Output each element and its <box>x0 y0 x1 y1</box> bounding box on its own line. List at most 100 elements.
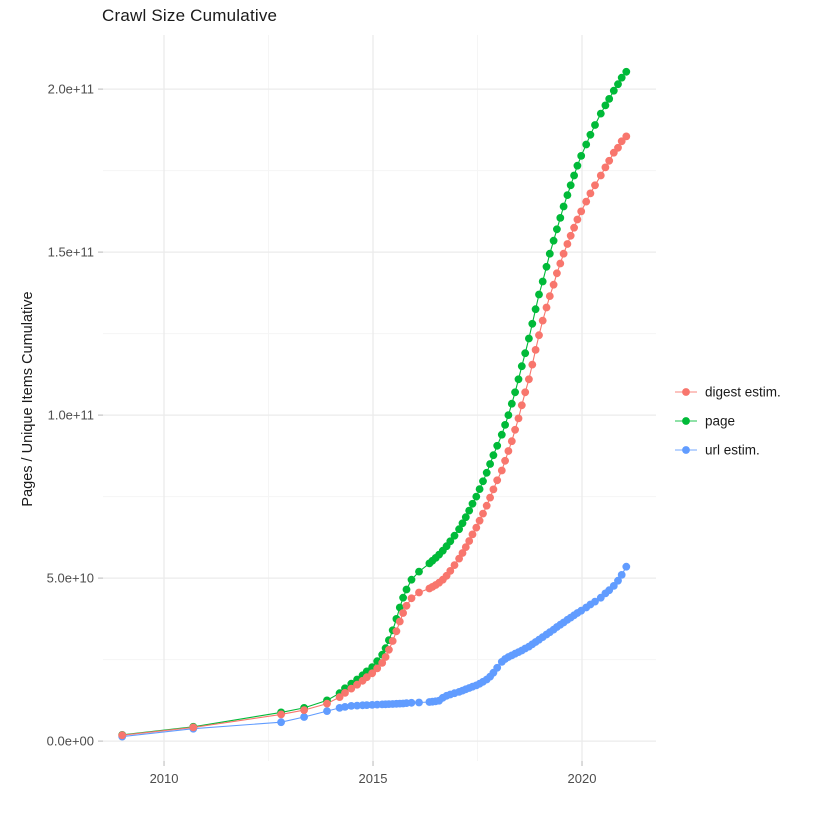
data-point-page <box>525 334 533 343</box>
data-point-page <box>622 67 631 76</box>
y-tick-label: 0.0e+00 <box>47 734 94 749</box>
data-point-digest-estim- <box>472 523 481 532</box>
data-point-digest-estim- <box>596 171 605 180</box>
data-point-digest-estim- <box>479 509 487 518</box>
data-point-digest-estim- <box>486 493 494 502</box>
data-point-digest-estim- <box>504 447 513 455</box>
data-point-digest-estim- <box>556 259 565 268</box>
data-point-digest-estim- <box>118 731 127 740</box>
data-point-digest-estim- <box>507 437 516 446</box>
data-point-page <box>556 214 565 222</box>
data-point-digest-estim- <box>392 627 401 636</box>
data-point-digest-estim- <box>493 476 502 485</box>
data-point-digest-estim- <box>549 280 558 289</box>
data-point-digest-estim- <box>538 316 547 325</box>
data-point-digest-estim- <box>468 530 477 539</box>
data-point-url-estim- <box>341 703 349 711</box>
data-point-digest-estim- <box>335 693 344 701</box>
data-point-page <box>486 460 494 468</box>
legend-key-point <box>682 388 690 396</box>
data-point-digest-estim- <box>395 617 404 626</box>
y-tick-label: 2.0e+11 <box>48 82 94 97</box>
data-point-page <box>582 140 591 149</box>
data-point-page <box>605 95 614 103</box>
data-point-page <box>468 499 477 508</box>
y-axis-tick-labels: 0.0e+00 5.0e+10 1.0e+11 1.5e+11 2.0e+11 <box>47 82 94 749</box>
data-point-digest-estim- <box>586 189 595 198</box>
data-point-page <box>493 441 502 450</box>
data-point-page <box>559 202 568 211</box>
data-point-digest-estim- <box>277 710 285 719</box>
data-point-url-estim- <box>614 576 622 585</box>
data-point-digest-estim- <box>385 645 393 654</box>
data-point-digest-estim- <box>601 163 610 172</box>
data-point-page <box>614 80 622 89</box>
data-point-digest-estim- <box>514 414 523 423</box>
chart-title: Crawl Size Cumulative <box>102 6 278 25</box>
data-point-digest-estim- <box>378 659 387 667</box>
series-line-url-estim- <box>122 566 627 738</box>
data-point-digest-estim- <box>347 684 356 693</box>
data-point-digest-estim- <box>461 543 470 551</box>
legend-key-point <box>682 417 690 425</box>
y-axis-title: Pages / Unique Items Cumulative <box>20 291 36 507</box>
data-point-digest-estim- <box>300 706 308 714</box>
axis-tick-marks <box>98 88 583 766</box>
series-points <box>118 67 631 741</box>
data-point-digest-estim- <box>368 669 377 678</box>
data-point-digest-estim- <box>362 673 371 682</box>
data-point-digest-estim- <box>559 249 568 258</box>
legend: digest estim. page url estim. <box>675 385 781 458</box>
data-point-page <box>446 537 455 546</box>
data-point-page <box>507 399 516 408</box>
data-point-page <box>517 362 526 371</box>
data-point-page <box>475 485 484 493</box>
data-point-page <box>573 161 582 170</box>
data-point-page <box>472 492 481 501</box>
data-point-digest-estim- <box>614 143 622 152</box>
data-point-digest-estim- <box>545 292 554 300</box>
legend-item: url estim. <box>675 443 760 458</box>
data-point-page <box>528 319 537 328</box>
x-tick-label: 2015 <box>359 771 388 786</box>
legend-item-label: page <box>705 414 735 429</box>
data-point-page <box>545 249 554 258</box>
data-point-digest-estim- <box>489 485 498 494</box>
data-point-page <box>591 121 599 129</box>
legend-item-label: digest estim. <box>705 385 781 400</box>
x-tick-label: 2010 <box>150 771 179 786</box>
data-point-page <box>407 575 416 584</box>
series-line-digest-estim- <box>122 136 627 736</box>
y-tick-label: 5.0e+10 <box>47 571 94 586</box>
data-point-page <box>465 506 474 515</box>
data-point-digest-estim- <box>475 516 484 525</box>
data-point-page <box>535 290 543 299</box>
legend-key-point <box>682 446 690 454</box>
data-point-digest-estim- <box>189 723 198 732</box>
data-point-digest-estim- <box>353 680 361 689</box>
data-point-page <box>617 73 626 82</box>
data-point-page <box>501 421 509 429</box>
data-point-page <box>415 567 423 576</box>
data-point-digest-estim- <box>566 231 575 240</box>
data-point-digest-estim- <box>553 269 561 278</box>
data-point-page <box>570 171 578 180</box>
data-point-digest-estim- <box>525 375 533 384</box>
data-point-digest-estim- <box>577 207 586 216</box>
data-point-page <box>538 277 547 286</box>
data-point-digest-estim- <box>622 132 631 141</box>
data-point-page <box>553 225 561 234</box>
data-point-url-estim- <box>493 663 502 672</box>
data-point-page <box>450 531 459 540</box>
data-point-digest-estim- <box>528 360 537 369</box>
y-tick-label: 1.0e+11 <box>48 408 94 423</box>
data-point-digest-estim- <box>465 537 474 545</box>
data-point-page <box>586 130 595 139</box>
data-point-digest-estim- <box>388 637 397 645</box>
data-point-digest-estim- <box>521 388 530 397</box>
data-point-digest-estim- <box>323 699 331 708</box>
data-point-page <box>531 305 540 314</box>
data-point-page <box>514 375 523 384</box>
